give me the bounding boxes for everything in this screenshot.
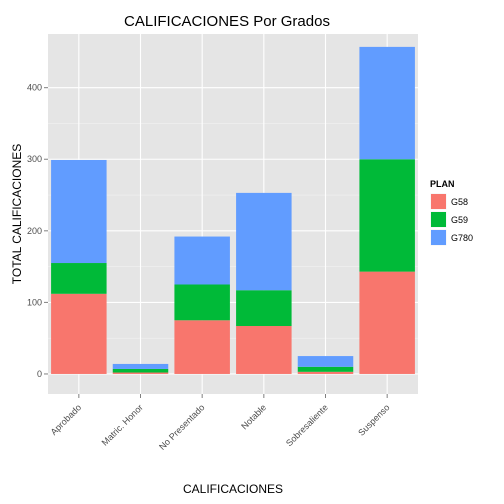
x-axis-title: CALIFICACIONES [183,482,283,496]
bar-segment [112,368,169,373]
bar-segment [112,372,169,374]
legend-key-swatch [431,230,446,245]
x-tick-label: Aprobado [49,402,84,437]
x-tick-label: Sobresaliente [284,402,330,448]
legend-key-swatch [431,194,446,209]
bar-segment [359,159,415,272]
plot-panel [48,34,418,394]
bar-segment [112,363,169,369]
x-tick-label: No Presentado [157,402,207,452]
bar-segment [174,236,230,285]
bar-segment [297,366,354,372]
bar-segment [359,46,415,160]
y-tick-label: 200 [27,226,42,236]
bar-segment [51,263,107,294]
x-tick-label: Matric. Honor [100,402,145,447]
y-axis-title: TOTAL CALIFICACIONES [10,144,24,284]
y-tick-label: 400 [27,83,42,93]
bar-segment [236,326,292,374]
legend-title: PLAN [430,179,455,189]
bar-segment [236,290,292,327]
legend-key-swatch [431,212,446,227]
bar-segment [297,371,354,374]
bar-segment [51,159,107,264]
bar-segment [359,271,415,374]
bar-segment [174,284,230,321]
legend-item-label: G58 [451,197,468,207]
y-tick-label: 300 [27,154,42,164]
bar-segment [174,320,230,374]
x-tick-label: Suspenso [356,402,391,437]
x-tick-label: Notable [239,402,268,431]
y-tick-label: 0 [37,369,42,379]
y-tick-label: 100 [27,297,42,307]
bar-segment [51,293,107,374]
bar-layer [51,46,415,374]
chart-title: CALIFICACIONES Por Grados [124,13,330,30]
legend-item-label: G59 [451,215,468,225]
bar-segment [236,192,292,291]
bar-segment [297,356,354,367]
legend: PLAN G58 G59 G780 [429,179,473,247]
legend-item-label: G780 [451,233,473,243]
